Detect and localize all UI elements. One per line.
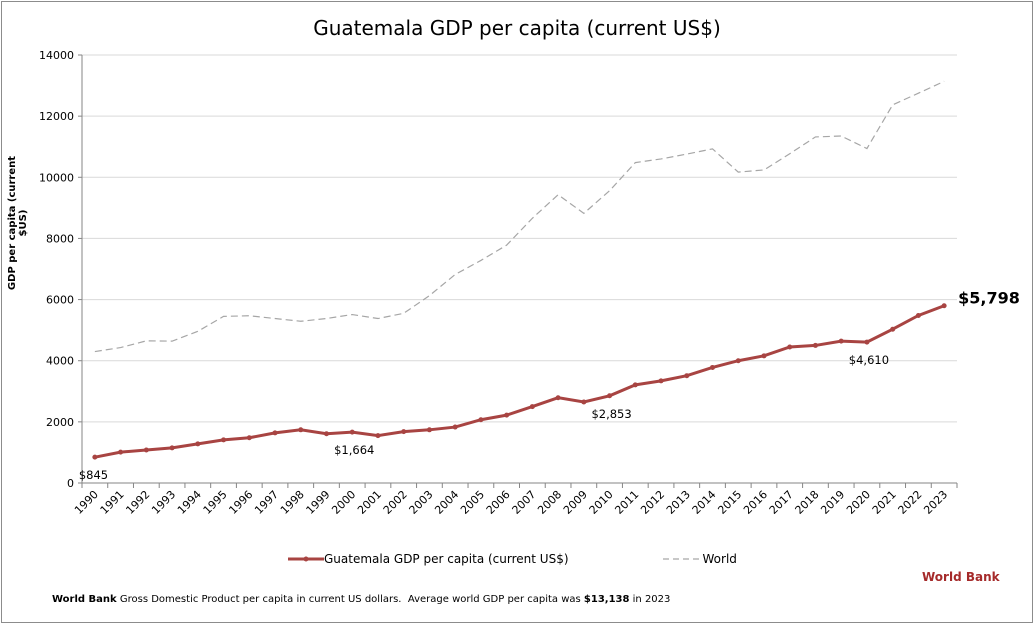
y-tick-label: 8000 bbox=[46, 232, 74, 245]
data-point-guatemala bbox=[118, 449, 124, 455]
x-tick-label: 1999 bbox=[304, 488, 333, 517]
footer-tail: in 2023 bbox=[629, 594, 671, 605]
x-tick-label: 2008 bbox=[535, 488, 564, 517]
x-tick-label: 1996 bbox=[226, 488, 255, 517]
x-tick-label: 2000 bbox=[329, 488, 358, 517]
x-tick-label: 2022 bbox=[896, 488, 925, 517]
legend-swatch-world bbox=[662, 558, 699, 560]
legend-item-world: World bbox=[662, 552, 737, 566]
data-label: $5,798 bbox=[958, 289, 1020, 308]
y-tick-label: 6000 bbox=[46, 294, 74, 307]
x-tick-label: 1994 bbox=[175, 488, 204, 517]
x-tick-label: 2003 bbox=[407, 488, 436, 517]
series-line-guatemala bbox=[94, 304, 945, 459]
x-tick-label: 1998 bbox=[278, 488, 307, 517]
footer-value: $13,138 bbox=[583, 594, 630, 605]
y-tick-label: 4000 bbox=[46, 355, 74, 368]
x-tick-label: 2004 bbox=[432, 488, 461, 517]
legend: Guatemala GDP per capita (current US$) W… bbox=[288, 552, 737, 566]
x-tick-label: 1990 bbox=[72, 488, 101, 517]
chart-title: Guatemala GDP per capita (current US$) bbox=[313, 16, 721, 40]
x-tick-label: 2021 bbox=[870, 488, 899, 517]
data-point-guatemala bbox=[349, 429, 355, 435]
x-tick-label: 1995 bbox=[201, 488, 230, 517]
x-tick-label: 2018 bbox=[793, 488, 822, 517]
data-point-guatemala bbox=[323, 431, 329, 437]
data-point-guatemala bbox=[941, 303, 947, 309]
x-tick-label: 2013 bbox=[664, 488, 693, 517]
x-tick-label: 1993 bbox=[149, 488, 178, 517]
legend-swatch-guatemala bbox=[288, 556, 324, 562]
x-tick-label: 2019 bbox=[818, 488, 847, 517]
x-tick-label: 1992 bbox=[123, 488, 152, 517]
x-tick-label: 2017 bbox=[767, 488, 796, 517]
data-point-guatemala bbox=[478, 417, 484, 423]
x-tick-label: 2007 bbox=[509, 488, 538, 517]
data-point-guatemala bbox=[838, 338, 844, 344]
x-tick-label: 2012 bbox=[638, 488, 667, 517]
x-tick-label: 2002 bbox=[381, 488, 410, 517]
data-point-guatemala bbox=[401, 429, 407, 435]
data-point-guatemala bbox=[143, 447, 149, 453]
x-tick-label: 1991 bbox=[98, 488, 127, 517]
legend-label-guatemala: Guatemala GDP per capita (current US$) bbox=[324, 552, 569, 566]
x-tick-label: 2011 bbox=[612, 488, 641, 517]
data-point-guatemala bbox=[555, 395, 561, 401]
x-tick-label: 2016 bbox=[741, 488, 770, 517]
x-tick-label: 2023 bbox=[921, 488, 950, 517]
data-point-guatemala bbox=[915, 312, 921, 318]
x-tick-label: 2015 bbox=[715, 488, 744, 517]
x-tick-label: 2010 bbox=[587, 488, 616, 517]
y-tick-label: 14000 bbox=[39, 49, 74, 62]
data-label: $845 bbox=[79, 468, 108, 482]
data-point-guatemala bbox=[92, 454, 98, 460]
data-label: $2,853 bbox=[591, 407, 631, 421]
data-point-guatemala bbox=[529, 404, 535, 410]
x-tick-label: 1997 bbox=[252, 488, 281, 517]
data-point-guatemala bbox=[221, 437, 227, 443]
data-point-guatemala bbox=[812, 342, 818, 348]
x-tick-label: 2020 bbox=[844, 488, 873, 517]
data-point-guatemala bbox=[632, 382, 638, 388]
legend-label-world: World bbox=[702, 552, 737, 566]
y-tick-label: 2000 bbox=[46, 416, 74, 429]
footer-note: World Bank Gross Domestic Product per ca… bbox=[52, 594, 670, 605]
data-label: $4,610 bbox=[849, 353, 889, 367]
data-label: $1,664 bbox=[334, 443, 374, 457]
data-point-guatemala bbox=[864, 339, 870, 345]
y-tick-label: 0 bbox=[67, 477, 74, 490]
data-point-guatemala bbox=[426, 427, 432, 433]
x-tick-label: 2005 bbox=[458, 488, 487, 517]
data-point-guatemala bbox=[658, 378, 664, 384]
data-point-guatemala bbox=[787, 344, 793, 350]
data-point-guatemala bbox=[735, 358, 741, 364]
footer-text: Gross Domestic Product per capita in cur… bbox=[116, 594, 584, 605]
data-point-guatemala bbox=[710, 364, 716, 370]
data-point-guatemala bbox=[607, 393, 613, 399]
series-line-world bbox=[94, 80, 945, 353]
x-tick-label: 2009 bbox=[561, 488, 590, 517]
data-point-guatemala bbox=[581, 399, 587, 405]
footer-lead: World Bank bbox=[52, 594, 117, 605]
data-point-guatemala bbox=[761, 353, 767, 359]
x-tick-label: 2006 bbox=[484, 488, 513, 517]
data-point-guatemala bbox=[195, 441, 201, 447]
data-point-guatemala bbox=[504, 412, 510, 418]
y-tick-label: 10000 bbox=[39, 171, 74, 184]
source-label: World Bank bbox=[922, 570, 1000, 584]
data-point-guatemala bbox=[375, 433, 381, 439]
data-point-guatemala bbox=[272, 430, 278, 436]
data-point-guatemala bbox=[890, 326, 896, 332]
data-point-guatemala bbox=[246, 435, 252, 441]
data-point-guatemala bbox=[298, 427, 304, 433]
legend-item-guatemala: Guatemala GDP per capita (current US$) bbox=[288, 552, 569, 566]
x-tick-label: 2014 bbox=[690, 488, 719, 517]
x-tick-label: 2001 bbox=[355, 488, 384, 517]
data-point-guatemala bbox=[169, 445, 175, 451]
data-point-guatemala bbox=[452, 424, 458, 430]
y-tick-label: 12000 bbox=[39, 110, 74, 123]
data-point-guatemala bbox=[684, 373, 690, 379]
